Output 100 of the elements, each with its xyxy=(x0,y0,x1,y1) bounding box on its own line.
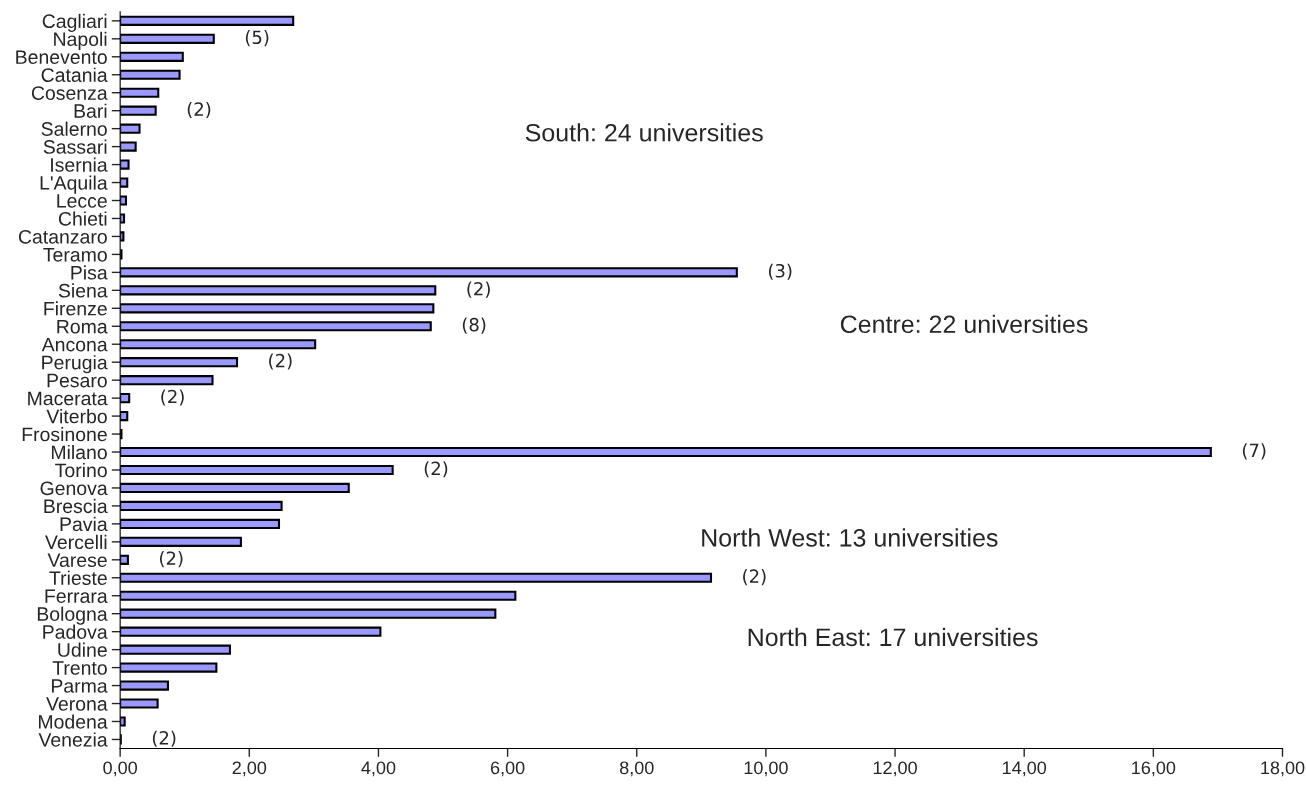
bar xyxy=(120,321,432,332)
y-tick-label: Teramo xyxy=(43,248,107,262)
annotation: (2) xyxy=(160,551,183,568)
x-tick-label: 0,00 xyxy=(103,761,138,777)
bar xyxy=(120,464,394,476)
bar xyxy=(120,213,126,224)
bar xyxy=(120,554,129,565)
y-tick-label: Catania xyxy=(41,67,108,82)
y-tick-label: Trieste xyxy=(49,570,107,586)
x-tick-label: 2,00 xyxy=(232,761,267,777)
y-tick-label: Cagliari xyxy=(42,13,107,32)
x-tick-label: 10,00 xyxy=(744,761,788,777)
y-tick-label: Udine xyxy=(58,642,107,657)
y-tick-label: Macerata xyxy=(28,391,108,406)
bar xyxy=(120,608,497,619)
bar xyxy=(120,500,283,511)
x-tick-label: 14,00 xyxy=(1002,761,1047,777)
y-tick-label: Padova xyxy=(43,624,108,639)
annotation: North West: 13 universities xyxy=(702,528,998,547)
y-tick-label: Brescia xyxy=(44,498,108,514)
y-tick-label: Ancona xyxy=(41,337,108,352)
y-tick-label: Pisa xyxy=(71,265,108,280)
y-tick-label: Ferrara xyxy=(45,589,108,603)
annotation: (2) xyxy=(743,569,766,586)
y-tick-label: Sassari xyxy=(43,139,107,154)
bar xyxy=(120,267,738,278)
y-tick-label: Perugia xyxy=(42,355,108,374)
bar xyxy=(120,195,127,206)
annotation: Centre: 22 universities xyxy=(840,314,1088,334)
y-tick-label: Siena xyxy=(58,283,108,298)
y-tick-label: Varese xyxy=(47,553,107,568)
y-tick-label: Napoli xyxy=(54,31,107,50)
y-tick-label: Parma xyxy=(51,679,108,693)
bar xyxy=(120,141,137,152)
bar xyxy=(120,698,159,709)
y-tick-label: Viterbo xyxy=(46,409,107,424)
y-tick-label: Torino xyxy=(55,462,107,478)
x-tick-label: 12,00 xyxy=(873,761,917,777)
y-tick-label: Verona xyxy=(46,697,108,711)
y-tick-label: Chieti xyxy=(58,211,107,226)
bar xyxy=(120,123,141,134)
bar xyxy=(120,716,126,727)
bar xyxy=(120,51,184,62)
bar xyxy=(120,572,713,583)
y-tick-label: Salerno xyxy=(41,121,107,136)
annotation: (3) xyxy=(768,263,792,280)
y-tick-label: Catanzaro xyxy=(18,229,107,244)
y-tick-label: Benevento xyxy=(16,50,107,65)
annotation: (2) xyxy=(424,461,448,478)
bar xyxy=(120,159,130,170)
annotation: (2) xyxy=(269,353,292,370)
y-tick-label: Venezia xyxy=(38,732,108,747)
y-tick-label: Vercelli xyxy=(45,534,107,550)
bar xyxy=(120,105,157,116)
y-tick-label: Firenze xyxy=(44,301,107,316)
y-tick-label: Lecce xyxy=(57,194,107,208)
y-tick-label: Milano xyxy=(51,444,107,460)
y-tick-label: L'Aquila xyxy=(40,175,108,194)
annotation: North East: 17 universities xyxy=(748,627,1038,647)
y-tick-label: Genova xyxy=(40,481,108,496)
bar xyxy=(120,644,231,655)
y-tick-label: Isernia xyxy=(51,157,108,172)
x-tick-label: 16,00 xyxy=(1132,761,1176,777)
annotation: (2) xyxy=(161,389,184,406)
annotation: South: 24 universities xyxy=(525,123,763,142)
annotation: (2) xyxy=(467,281,490,298)
annotation: (2) xyxy=(187,101,211,119)
bar xyxy=(120,15,295,26)
x-tick-label: 8,00 xyxy=(619,761,654,777)
annotation: (5) xyxy=(245,30,269,47)
bar xyxy=(120,357,239,368)
bar xyxy=(120,285,437,296)
y-tick-label: Bologna xyxy=(37,606,108,625)
y-tick-label: Bari xyxy=(74,103,107,118)
y-tick-label: Frosinone xyxy=(22,427,107,442)
y-tick-label: Pesaro xyxy=(47,373,107,388)
y-tick-label: Pavia xyxy=(60,516,108,532)
bar xyxy=(120,69,181,80)
x-tick-label: 4,00 xyxy=(361,761,396,777)
x-tick-label: 6,00 xyxy=(490,761,525,777)
bar xyxy=(120,446,1212,458)
bar xyxy=(120,303,435,314)
bar xyxy=(120,662,218,673)
y-tick-label: Modena xyxy=(38,714,108,729)
bar xyxy=(120,626,382,637)
x-tick-label: 18,00 xyxy=(1261,761,1305,777)
y-tick-label: Roma xyxy=(57,319,108,334)
bar xyxy=(120,177,129,188)
bar xyxy=(120,482,350,494)
bar xyxy=(120,536,242,547)
y-tick-label: Trento xyxy=(52,661,107,675)
bar xyxy=(120,33,215,44)
annotation: (7) xyxy=(1242,443,1266,460)
bar xyxy=(120,393,131,404)
bar xyxy=(120,339,317,350)
annotation: (2) xyxy=(152,730,176,747)
annotation: (8) xyxy=(462,317,486,334)
bar xyxy=(120,680,169,691)
bar xyxy=(120,518,281,529)
y-tick-label: Cosenza xyxy=(31,86,108,100)
